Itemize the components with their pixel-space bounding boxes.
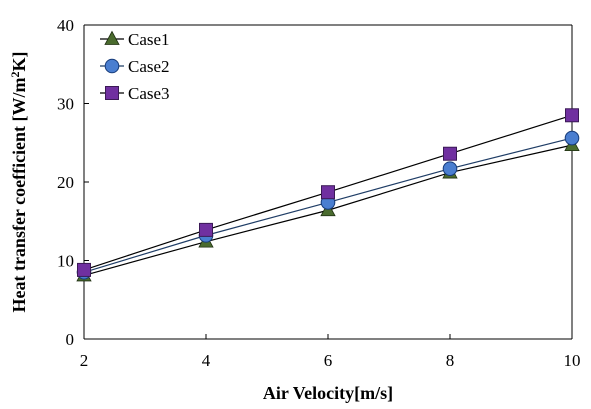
y-axis-title-superscript: 2 bbox=[8, 71, 22, 77]
y-tick-label: 20 bbox=[57, 173, 74, 192]
x-tick-label: 10 bbox=[564, 351, 581, 370]
data-point-case3 bbox=[443, 146, 457, 161]
legend: Case1 Case2 Case3 bbox=[100, 30, 170, 103]
y-tick-label: 40 bbox=[57, 16, 74, 35]
data-point-case3 bbox=[199, 222, 213, 237]
legend-marker-case1 bbox=[104, 30, 120, 45]
data-point-case3 bbox=[565, 108, 579, 123]
x-tick-label: 8 bbox=[446, 351, 455, 370]
legend-marker-case3 bbox=[105, 86, 119, 100]
y-tick-label: 10 bbox=[57, 252, 74, 271]
y-tick-label: 0 bbox=[66, 330, 75, 349]
y-tick-label: 30 bbox=[57, 95, 74, 114]
x-axis-title: Air Velocity[m/s] bbox=[263, 383, 393, 403]
x-tick-label: 6 bbox=[324, 351, 333, 370]
x-tick-label: 2 bbox=[80, 351, 89, 370]
data-point-case3 bbox=[77, 262, 91, 277]
y-axis-title-unit-end: K] bbox=[9, 51, 29, 71]
legend-label-case3: Case3 bbox=[128, 84, 170, 103]
ticks: 0 10 20 30 40 2 4 6 8 10 bbox=[57, 16, 581, 370]
x-tick-label: 4 bbox=[202, 351, 211, 370]
data-point-case3 bbox=[321, 185, 335, 200]
legend-marker-case2 bbox=[104, 58, 120, 74]
series-markers bbox=[76, 108, 580, 282]
data-point-case2 bbox=[564, 130, 580, 146]
y-axis-title: Heat transfer coefficient [W/m2K] bbox=[8, 51, 29, 312]
data-point-case2 bbox=[442, 161, 458, 176]
y-axis-title-main: Heat transfer coefficient [W/m bbox=[9, 77, 29, 312]
legend-label-case2: Case2 bbox=[128, 57, 170, 76]
legend-label-case1: Case1 bbox=[128, 30, 170, 49]
